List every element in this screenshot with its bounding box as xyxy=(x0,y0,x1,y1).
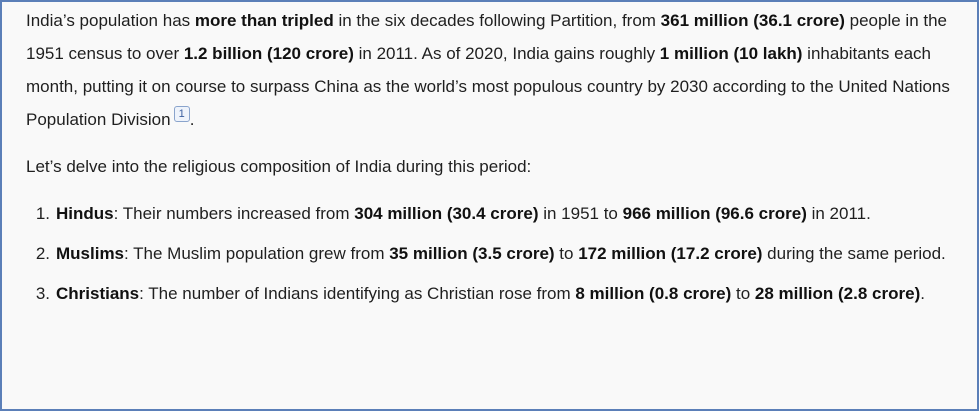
list-number: 3. xyxy=(35,284,50,303)
bold-text: Christians xyxy=(56,284,140,303)
list-text: Muslims: The Muslim population grew from… xyxy=(56,237,953,270)
list-item: 1. Hindus: Their numbers increased from 3… xyxy=(26,197,953,230)
list-number: 1. xyxy=(35,204,50,223)
citation[interactable]: 1 xyxy=(173,106,190,122)
text: people in the 1951 census to over xyxy=(26,11,948,63)
bold-text: 35 million (3.5 crore) xyxy=(389,244,555,263)
list-text: Christians: The number of Indians identi… xyxy=(56,277,953,310)
bold-text: 1 million (10 lakh) xyxy=(659,44,803,63)
bold-text: 304 million (30.4 crore) xyxy=(354,204,539,223)
list-number: 2. xyxy=(35,244,50,263)
bold-text: 1.2 billion (120 crore) xyxy=(183,44,354,63)
bold-text: 172 million (17.2 crore) xyxy=(578,244,763,263)
list-item: 2. Muslims: The Muslim population grew fr… xyxy=(26,237,953,270)
text: . xyxy=(189,110,195,129)
text: in 2011. As of 2020, India gains roughly xyxy=(353,44,660,63)
text: : Their numbers increased from xyxy=(113,204,355,223)
text: : The Muslim population grew from xyxy=(124,244,390,263)
bold-text: 8 million (0.8 crore) xyxy=(575,284,732,303)
paragraph: Let’s delve into the religious compositi… xyxy=(26,150,953,183)
text: : The number of Indians identifying as C… xyxy=(139,284,576,303)
list-text: Hindus: Their numbers increased from 304… xyxy=(56,197,953,230)
bold-text: 361 million (36.1 crore) xyxy=(660,11,845,30)
text: to xyxy=(731,284,755,303)
text: in 2011. xyxy=(806,204,871,223)
bold-text: 966 million (96.6 crore) xyxy=(622,204,807,223)
text: India’s population has xyxy=(26,11,195,30)
bold-text: Hindus xyxy=(56,204,114,223)
list-item: 3. Christians: The number of Indians iden… xyxy=(26,277,953,310)
text: in the six decades following Partition, … xyxy=(333,11,661,30)
bold-text: more than tripled xyxy=(194,11,334,30)
text: Let’s delve into the religious compositi… xyxy=(26,157,532,176)
text: to xyxy=(554,244,579,263)
text: in 1951 to xyxy=(538,204,623,223)
text: inhabitants each month, putting it on co… xyxy=(26,44,950,129)
bold-text: Muslims xyxy=(56,244,125,263)
paragraph: India’s population has more than tripled… xyxy=(26,4,953,136)
text: during the same period. xyxy=(762,244,946,263)
text: . xyxy=(920,284,925,303)
bold-text: 28 million (2.8 crore) xyxy=(754,284,921,303)
